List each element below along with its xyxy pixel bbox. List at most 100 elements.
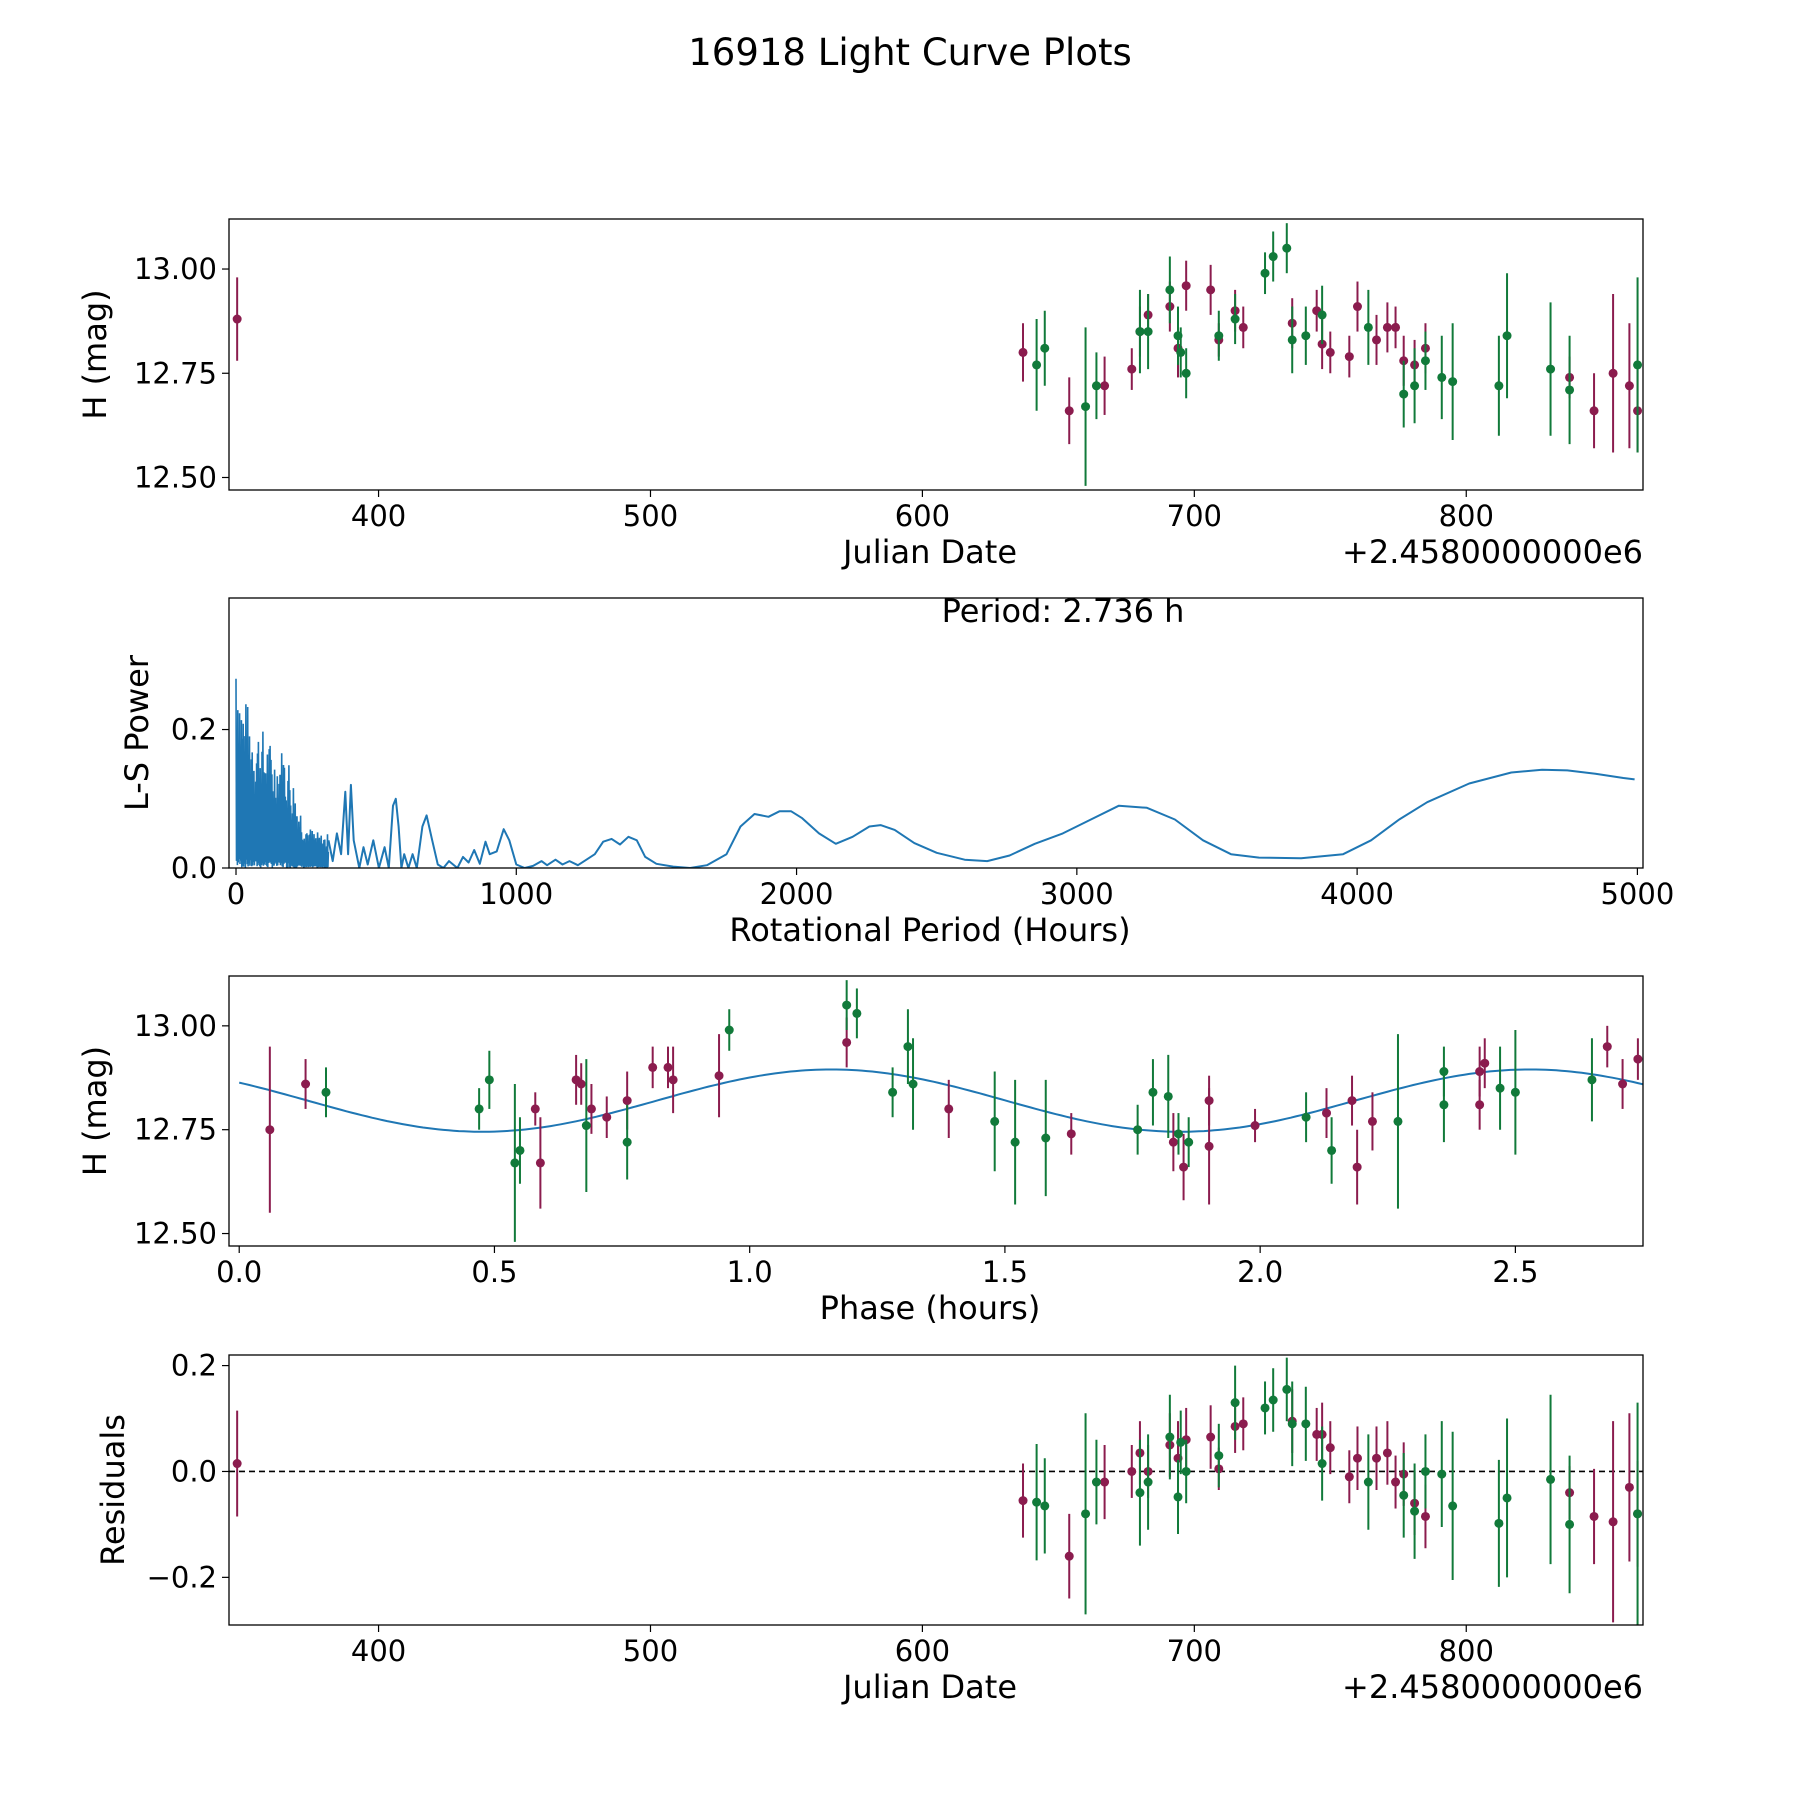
- phased-data-point: [1633, 1054, 1643, 1064]
- phased-data-point: [1327, 1145, 1337, 1155]
- lightcurve-data-point: [1448, 377, 1458, 387]
- phased-xtick-label: 1.0: [727, 1255, 773, 1289]
- residuals-data-point: [1143, 1477, 1153, 1487]
- lightcurve-data-point: [1206, 285, 1216, 295]
- residuals-xlabel: Julian Date: [841, 1668, 1017, 1706]
- lightcurve-data-point: [1344, 352, 1354, 362]
- phased-data-point: [1250, 1121, 1260, 1131]
- periodogram-xtick-label: 5000: [1600, 877, 1674, 911]
- residuals-data-point: [1382, 1448, 1392, 1458]
- lightcurve-frame: [228, 218, 1644, 491]
- residuals-data-point: [1173, 1492, 1183, 1502]
- phased-data-point: [908, 1079, 918, 1089]
- phased-data-point: [474, 1104, 484, 1114]
- phased-data-point: [1010, 1137, 1020, 1147]
- periodogram-panel: 0 1000 2000 3000 4000 5000 0.0 0.2 Rotational Pe…: [118, 592, 1674, 949]
- figure-title: 16918 Light Curve Plots: [688, 31, 1132, 74]
- residuals-data-point: [1018, 1496, 1028, 1506]
- phased-data-point: [1475, 1067, 1485, 1077]
- phased-data-point: [484, 1075, 494, 1085]
- lightcurve-data-point: [1325, 347, 1335, 357]
- phased-data-point: [724, 1025, 734, 1035]
- periodogram-xtick-label: 4000: [1320, 877, 1394, 911]
- residuals-data-point: [1135, 1488, 1145, 1498]
- phased-xlabel: Phase (hours): [820, 1289, 1041, 1327]
- lightcurve-data-point: [1301, 331, 1311, 341]
- lightcurve-data-point: [1372, 335, 1382, 345]
- phased-data-point: [1352, 1162, 1362, 1172]
- residuals-data-point: [1165, 1432, 1175, 1442]
- lightcurve-data-point: [1437, 372, 1447, 382]
- periodogram-xtick-label: 1000: [479, 877, 553, 911]
- residuals-data-point: [1633, 1509, 1643, 1519]
- residuals-data-point: [1176, 1437, 1186, 1447]
- phased-data-point: [1587, 1075, 1597, 1085]
- residuals-xtick-label: 700: [1167, 1634, 1222, 1668]
- residuals-data-point: [1399, 1490, 1409, 1500]
- lightcurve-data-point: [1238, 322, 1248, 332]
- residuals-xtick-label: 600: [895, 1634, 950, 1668]
- phased-data-point: [1602, 1042, 1612, 1052]
- lightcurve-data-point: [1502, 331, 1512, 341]
- lightcurve-ytick-label: 12.75: [134, 356, 217, 390]
- lightcurve-data-point: [1633, 360, 1643, 370]
- phased-data-point: [1173, 1129, 1183, 1139]
- residuals-ylabel: Residuals: [94, 1414, 132, 1566]
- periodogram-xtick-label: 2000: [760, 877, 834, 911]
- phased-data-point: [1301, 1112, 1311, 1122]
- phased-ytick-label: 13.00: [134, 1009, 217, 1043]
- residuals-xtick-label: 400: [351, 1634, 406, 1668]
- phased-data-point: [1066, 1129, 1076, 1139]
- phased-data-point: [668, 1075, 678, 1085]
- phased-data-point: [1163, 1091, 1173, 1101]
- phased-data-point: [1204, 1141, 1214, 1151]
- phased-xtick-label: 0.0: [216, 1255, 262, 1289]
- phased-ytick-label: 12.50: [134, 1217, 217, 1251]
- lightcurve-data-point: [1214, 331, 1224, 341]
- phased-data-point: [852, 1008, 862, 1018]
- residuals-data-point: [1127, 1466, 1137, 1476]
- periodogram-frame: [228, 597, 1644, 869]
- residuals-data-point: [1608, 1517, 1618, 1527]
- residuals-data-point: [1410, 1506, 1420, 1516]
- residuals-data-point: [1420, 1466, 1430, 1476]
- residuals-xtick-label: 800: [1439, 1634, 1494, 1668]
- phased-data-point: [321, 1087, 331, 1097]
- phased-data-point: [622, 1096, 632, 1106]
- phased-frame: [228, 975, 1644, 1247]
- lightcurve-data-point: [1081, 402, 1091, 412]
- phased-xtick-label: 1.5: [982, 1255, 1028, 1289]
- phased-data-point: [1439, 1100, 1449, 1110]
- residuals-data-point: [1363, 1477, 1373, 1487]
- residuals-data-point: [1325, 1443, 1335, 1453]
- lightcurve-data-point: [1420, 356, 1430, 366]
- lightcurve-ytick-label: 12.50: [134, 460, 217, 494]
- residuals-data-point: [1287, 1419, 1297, 1429]
- lightcurve-data-point: [1230, 314, 1240, 324]
- periodogram-noise-line: [235, 678, 330, 868]
- lightcurve-data-point: [1064, 406, 1074, 416]
- lightcurve-data-point: [1091, 381, 1101, 391]
- lightcurve-data-point: [1608, 368, 1618, 378]
- phased-data-point: [648, 1062, 658, 1072]
- lightcurve-data-point: [1382, 322, 1392, 332]
- lightcurve-data-point: [1127, 364, 1137, 374]
- residuals-data-point: [1040, 1501, 1050, 1511]
- lightcurve-data-point: [1165, 285, 1175, 295]
- phased-xtick-label: 2.0: [1237, 1255, 1283, 1289]
- phased-data-point: [903, 1042, 913, 1052]
- lightcurve-xtick-label: 500: [623, 499, 678, 533]
- residuals-series-1: [232, 1389, 1643, 1623]
- lightcurve-data-point: [1100, 381, 1110, 391]
- phased-data-point: [990, 1116, 1000, 1126]
- residuals-data-point: [1437, 1469, 1447, 1479]
- residuals-plot-area: [229, 1357, 1643, 1625]
- phased-data-point: [1347, 1096, 1357, 1106]
- residuals-data-point: [1230, 1398, 1240, 1408]
- phased-data-point: [535, 1158, 545, 1168]
- residuals-panel: 400 500 600 700 800 −0.2 0.0 0.2 Julian Date Resi…: [94, 1349, 1644, 1706]
- phased-plot-area: [238, 980, 1643, 1242]
- phased-data-point: [944, 1104, 954, 1114]
- phased-xtick-label: 2.5: [1492, 1255, 1538, 1289]
- lightcurve-data-point: [1494, 381, 1504, 391]
